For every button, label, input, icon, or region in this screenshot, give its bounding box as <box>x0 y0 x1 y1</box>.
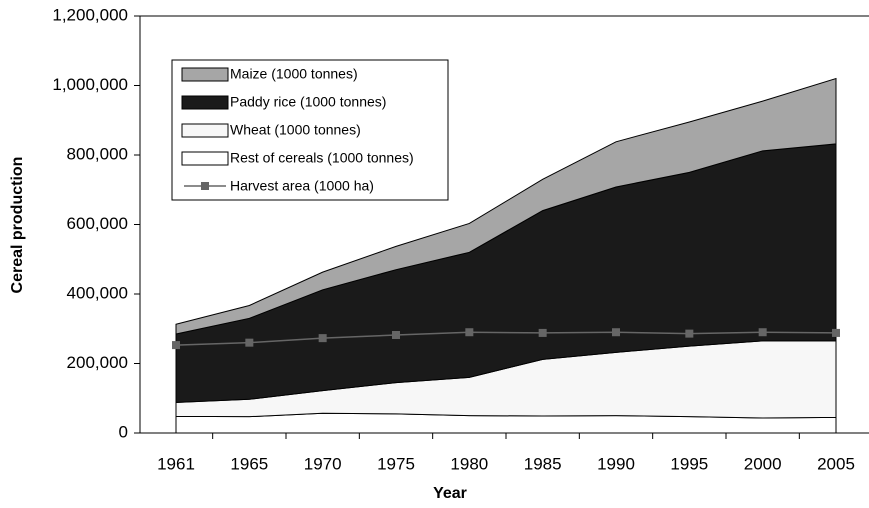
legend: Maize (1000 tonnes) Paddy rice (1000 tonn… <box>171 59 449 201</box>
legend-label: Paddy rice (1000 tonnes) <box>230 94 386 110</box>
legend-marker <box>201 182 209 190</box>
x-axis-title: Year <box>433 485 467 502</box>
legend-swatch <box>181 67 229 82</box>
x-tick-label: 1975 <box>377 454 415 473</box>
legend-label: Maize (1000 tonnes) <box>230 66 358 82</box>
marker <box>318 334 327 343</box>
line <box>175 331 837 346</box>
marker <box>612 328 620 337</box>
y-tick-label: 800,000 <box>67 144 128 163</box>
legend-swatch <box>181 95 229 110</box>
legend-swatch <box>181 123 229 138</box>
marker <box>832 328 840 337</box>
y-tick-label: 600,000 <box>67 214 128 233</box>
legend-swatch <box>181 151 229 166</box>
marker <box>538 328 547 337</box>
y-tick-label: 200,000 <box>67 353 128 372</box>
x-tick-label: 1985 <box>524 454 562 473</box>
y-tick-label: 1,000,000 <box>52 75 128 94</box>
x-tick-label: 2000 <box>744 454 782 473</box>
x-tick-label: 1990 <box>597 454 635 473</box>
marker <box>392 331 400 340</box>
marker <box>245 338 254 347</box>
x-tick-label: 1980 <box>450 454 488 473</box>
marker <box>758 328 767 337</box>
x-tick-label: 1995 <box>670 454 708 473</box>
marker <box>172 341 180 350</box>
marker <box>685 329 694 338</box>
y-axis-title: Cereal production <box>9 157 26 294</box>
x-tick-label: 1961 <box>157 454 195 473</box>
y-tick-label: 1,200,000 <box>52 5 128 24</box>
legend-label: Rest of cereals (1000 tonnes) <box>230 150 414 166</box>
legend-label: Wheat (1000 tonnes) <box>230 122 361 138</box>
y-tick-label: 0 <box>119 422 128 441</box>
x-tick-label: 2005 <box>817 454 855 473</box>
area <box>175 77 837 335</box>
y-tick-label: 400,000 <box>67 283 128 302</box>
x-tick-label: 1965 <box>230 454 268 473</box>
legend-label: Harvest area (1000 ha) <box>230 178 374 194</box>
x-tick-label: 1970 <box>304 454 342 473</box>
marker <box>465 328 474 337</box>
